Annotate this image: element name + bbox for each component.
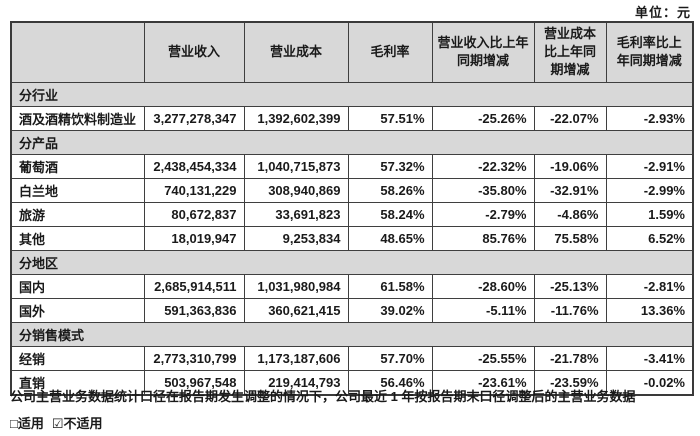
section-label: 分地区 xyxy=(10,249,694,275)
section-label: 分销售模式 xyxy=(10,321,694,347)
header-cost-yoy-change: 营业成本比上年同期增减 xyxy=(533,21,607,83)
applicability-line: □适用 ☑不适用 xyxy=(10,413,103,432)
margin-cell: 39.02% xyxy=(347,297,433,323)
margin-cell: 48.65% xyxy=(347,225,433,251)
row-label-cell: 经销 xyxy=(10,345,145,371)
revenue-change-cell: -35.80% xyxy=(431,177,535,203)
data-row-liquor-manufacturing: 酒及酒精饮料制造业 3,277,278,347 1,392,602,399 57… xyxy=(10,105,694,131)
checkbox-unchecked-icon: □ xyxy=(10,416,18,431)
data-row-overseas: 国外 591,363,836 360,621,415 39.02% -5.11%… xyxy=(10,297,694,323)
cost-change-cell: -25.13% xyxy=(533,273,607,299)
main-business-table: 营业收入 营业成本 毛利率 营业收入比上年同期增减 营业成本比上年同期增减 毛利… xyxy=(10,21,694,396)
cost-change-cell: -21.78% xyxy=(533,345,607,371)
margin-cell: 58.26% xyxy=(347,177,433,203)
row-label-cell: 国外 xyxy=(10,297,145,323)
revenue-cell: 2,773,310,799 xyxy=(143,345,245,371)
section-row-by-product: 分产品 xyxy=(10,129,694,155)
margin-change-cell: -2.81% xyxy=(605,273,694,299)
section-row-by-sales-model: 分销售模式 xyxy=(10,321,694,347)
margin-change-cell: 1.59% xyxy=(605,201,694,227)
margin-change-cell: -3.41% xyxy=(605,345,694,371)
revenue-cell: 3,277,278,347 xyxy=(143,105,245,131)
data-row-distribution: 经销 2,773,310,799 1,173,187,606 57.70% -2… xyxy=(10,345,694,371)
margin-cell: 57.32% xyxy=(347,153,433,179)
margin-cell: 56.46% xyxy=(347,369,433,396)
row-label-cell: 国内 xyxy=(10,273,145,299)
header-margin-yoy-change: 毛利率比上年同期增减 xyxy=(605,21,694,83)
cost-cell: 1,392,602,399 xyxy=(243,105,349,131)
cost-change-cell: -32.91% xyxy=(533,177,607,203)
data-row-wine: 葡萄酒 2,438,454,334 1,040,715,873 57.32% -… xyxy=(10,153,694,179)
applicable-label: 适用 xyxy=(17,416,44,431)
margin-change-cell: 6.52% xyxy=(605,225,694,251)
margin-change-cell: -2.91% xyxy=(605,153,694,179)
cost-change-cell: -22.07% xyxy=(533,105,607,131)
data-row-tourism: 旅游 80,672,837 33,691,823 58.24% -2.79% -… xyxy=(10,201,694,227)
margin-change-cell: -0.02% xyxy=(605,369,694,396)
row-label-cell: 其他 xyxy=(10,225,145,251)
margin-cell: 57.70% xyxy=(347,345,433,371)
data-row-direct-sales: 直销 503,967,548 219,414,793 56.46% -23.61… xyxy=(10,369,694,396)
revenue-change-cell: -25.26% xyxy=(431,105,535,131)
header-cost: 营业成本 xyxy=(243,21,349,83)
revenue-change-cell: 85.76% xyxy=(431,225,535,251)
margin-cell: 57.51% xyxy=(347,105,433,131)
cost-cell: 33,691,823 xyxy=(243,201,349,227)
margin-cell: 58.24% xyxy=(347,201,433,227)
cost-change-cell: -4.86% xyxy=(533,201,607,227)
row-label-cell: 直销 xyxy=(10,369,145,396)
not-applicable-label: 不适用 xyxy=(63,416,103,431)
revenue-cell: 503,967,548 xyxy=(143,369,245,396)
revenue-cell: 2,438,454,334 xyxy=(143,153,245,179)
cost-cell: 1,031,980,984 xyxy=(243,273,349,299)
checkbox-checked-icon: ☑ xyxy=(51,416,64,431)
section-row-by-industry: 分行业 xyxy=(10,81,694,107)
cost-cell: 308,940,869 xyxy=(243,177,349,203)
revenue-cell: 80,672,837 xyxy=(143,201,245,227)
data-row-brandy: 白兰地 740,131,229 308,940,869 58.26% -35.8… xyxy=(10,177,694,203)
row-label-cell: 葡萄酒 xyxy=(10,153,145,179)
cost-cell: 9,253,834 xyxy=(243,225,349,251)
header-revenue-yoy-change: 营业收入比上年同期增减 xyxy=(431,21,535,83)
margin-change-cell: 13.36% xyxy=(605,297,694,323)
header-gross-margin: 毛利率 xyxy=(347,21,433,83)
row-label-cell: 白兰地 xyxy=(10,177,145,203)
revenue-cell: 740,131,229 xyxy=(143,177,245,203)
section-label: 分行业 xyxy=(10,81,694,107)
data-row-domestic: 国内 2,685,914,511 1,031,980,984 61.58% -2… xyxy=(10,273,694,299)
header-blank-cell xyxy=(10,21,145,83)
margin-change-cell: -2.99% xyxy=(605,177,694,203)
revenue-change-cell: -28.60% xyxy=(431,273,535,299)
section-row-by-region: 分地区 xyxy=(10,249,694,275)
row-label-cell: 酒及酒精饮料制造业 xyxy=(10,105,145,131)
margin-cell: 61.58% xyxy=(347,273,433,299)
cost-change-cell: -19.06% xyxy=(533,153,607,179)
revenue-change-cell: -22.32% xyxy=(431,153,535,179)
cost-change-cell: 75.58% xyxy=(533,225,607,251)
section-label: 分产品 xyxy=(10,129,694,155)
revenue-change-cell: -5.11% xyxy=(431,297,535,323)
cost-cell: 360,621,415 xyxy=(243,297,349,323)
cost-cell: 1,040,715,873 xyxy=(243,153,349,179)
cost-cell: 1,173,187,606 xyxy=(243,345,349,371)
footnote-text: 公司主营业务数据统计口径在报告期发生调整的情况下，公司最近 1 年按报告期末口径… xyxy=(10,389,636,404)
revenue-change-cell: -2.79% xyxy=(431,201,535,227)
margin-change-cell: -2.93% xyxy=(605,105,694,131)
data-row-other: 其他 18,019,947 9,253,834 48.65% 85.76% 75… xyxy=(10,225,694,251)
table-header-row: 营业收入 营业成本 毛利率 营业收入比上年同期增减 营业成本比上年同期增减 毛利… xyxy=(10,21,694,83)
unit-label: 单位：元 xyxy=(634,5,691,20)
revenue-change-cell: -25.55% xyxy=(431,345,535,371)
revenue-cell: 2,685,914,511 xyxy=(143,273,245,299)
cost-change-cell: -11.76% xyxy=(533,297,607,323)
row-label-cell: 旅游 xyxy=(10,201,145,227)
revenue-cell: 18,019,947 xyxy=(143,225,245,251)
header-revenue: 营业收入 xyxy=(143,21,245,83)
revenue-cell: 591,363,836 xyxy=(143,297,245,323)
